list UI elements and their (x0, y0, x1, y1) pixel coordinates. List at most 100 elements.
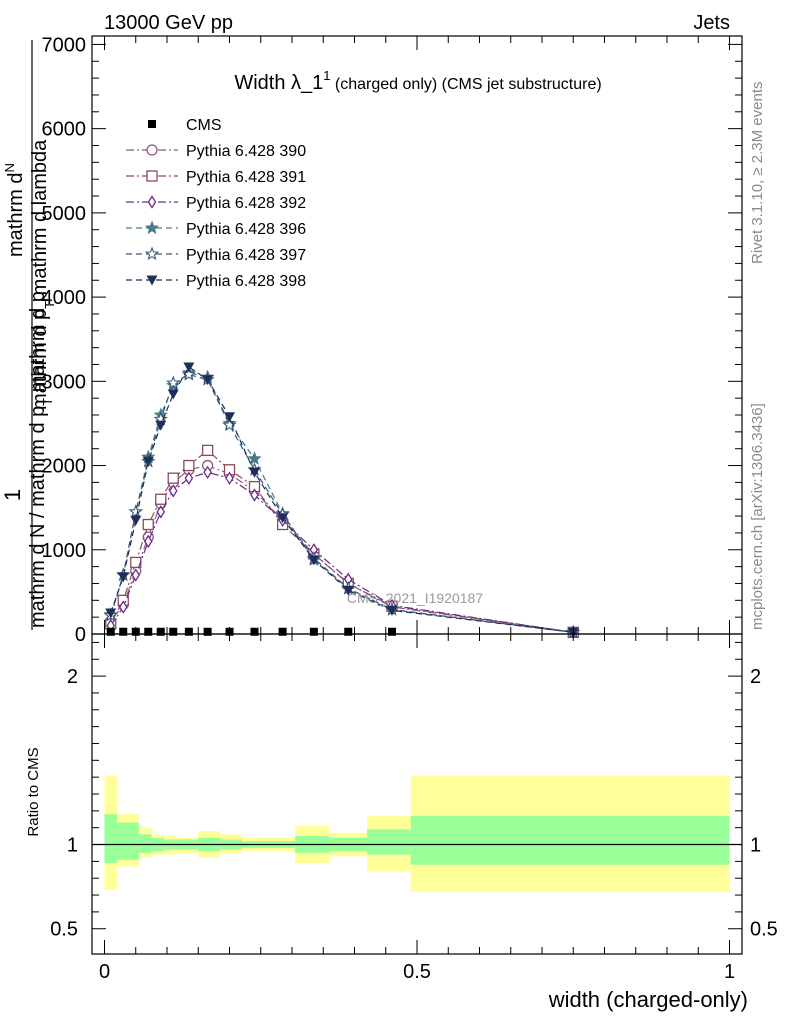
plot-title: Width λ_11 (charged only) (CMS jet subst… (234, 68, 601, 94)
ratio-y-tick-label-right: 1 (750, 835, 761, 857)
lower-y-axis: 0.5 0.5 1 1 2 2 (50, 641, 778, 941)
plot-title-superscript: 1 (323, 68, 330, 83)
ratio-y-tick-label-right: 2 (750, 666, 761, 688)
y-label-den-b: mathrm d p (27, 291, 49, 398)
rivet-version-label: Rivet 3.1.10, ≥ 2.3M events (749, 82, 766, 265)
uncertainty-bands (104, 775, 730, 892)
mcplots-label: mcplots.cern.ch [arXiv:1306.3436] (749, 403, 766, 630)
cms-data-point (278, 627, 287, 636)
cms-data-point (169, 627, 178, 636)
series-point (247, 451, 262, 465)
cms-data-point (388, 627, 396, 636)
series-point (249, 467, 260, 478)
series-point (202, 375, 214, 386)
stat-uncertainty-band (104, 814, 117, 864)
legend-label: Pythia 6.428 391 (186, 169, 306, 186)
ratio-y-tick-label: 0.5 (50, 919, 78, 941)
y-tick-label: 1000 (42, 540, 87, 562)
y-tick-label: 2000 (42, 456, 87, 478)
cms-data-point (156, 627, 165, 636)
y-label-numerator-b: mathrm d pT mathrm d lambda (29, 139, 57, 410)
x-tick-label: 0.5 (403, 961, 431, 983)
series-point (225, 471, 234, 485)
series-point (142, 518, 154, 531)
y-label-num-t: T (42, 301, 57, 309)
y-label-denominator: mathrm d N / mathrm d pT mathrm d p (27, 291, 55, 628)
series-point (184, 471, 194, 485)
header-right-label: Jets (693, 12, 730, 34)
series-point (201, 444, 214, 457)
y-tick-label: 7000 (42, 34, 87, 56)
upper-x-ticks (104, 36, 730, 634)
series-point (277, 513, 289, 524)
legend-label: Pythia 6.428 392 (186, 195, 306, 212)
series-point (224, 412, 235, 423)
series-point (386, 605, 398, 616)
series-point (183, 459, 195, 472)
lower-x-axis: 0 0.5 1 (99, 634, 735, 983)
series-line (110, 372, 574, 633)
y-label-den-t: T (40, 398, 55, 406)
series-point (130, 515, 142, 526)
y-tick-label: 6000 (42, 119, 87, 141)
legend-cms-marker (148, 120, 156, 128)
series-layer (103, 362, 581, 640)
stat-uncertainty-band (367, 829, 411, 855)
series-point (167, 472, 179, 484)
legend-cms-label: CMS (186, 117, 222, 134)
stat-uncertainty-band (138, 834, 152, 853)
cms-data-point (119, 627, 128, 636)
cms-data-point (106, 627, 115, 636)
y-tick-label: 3000 (42, 371, 87, 393)
analysis-watermark: CMS_2021_I1920187 (347, 590, 483, 606)
cms-data-point (309, 627, 318, 636)
header-left-label: 13000 GeV pp (104, 12, 233, 34)
plot-title-suffix: (charged only) (CMS jet substructure) (330, 76, 601, 93)
series-point (342, 585, 354, 596)
series-point (155, 493, 167, 505)
ratio-y-label: Ratio to CMS (25, 747, 42, 836)
series-point (168, 484, 178, 498)
cms-data-point (344, 627, 353, 636)
x-tick-label: 1 (724, 961, 735, 983)
plot-title-main: Width λ_1 (234, 72, 323, 94)
cms-data-point (184, 627, 193, 636)
legend-marker (146, 144, 158, 156)
ratio-plot-panel: 0.5 0.51 12 2 0 0.5 1 Ratio to CMS width (cha… (25, 633, 778, 1012)
series-point (128, 504, 143, 518)
y-label-num-n: N (2, 163, 17, 172)
legend-marker (146, 275, 158, 286)
series-point (203, 465, 212, 479)
ratio-y-tick-label-right: 0.5 (750, 919, 778, 941)
series-point (183, 362, 195, 373)
y-label-den-a: mathrm d N / mathrm d p (27, 406, 49, 628)
cms-data-point (144, 627, 153, 636)
legend-marker (144, 246, 160, 261)
series-point (155, 420, 167, 431)
y-label-num-a: mathrm d (5, 173, 27, 257)
y-tick-label: 5000 (42, 203, 87, 225)
series-line (110, 471, 574, 633)
series-point (166, 375, 181, 390)
ratio-y-tick-label: 2 (67, 666, 78, 688)
y-label-numerator: mathrm dN (2, 163, 27, 257)
series-line (110, 366, 574, 633)
series-point (131, 568, 141, 582)
x-tick-label: 0 (99, 961, 110, 983)
cms-data-point (250, 627, 259, 636)
x-axis-label: width (charged-only) (548, 987, 748, 1012)
legend-label: Pythia 6.428 397 (186, 247, 306, 264)
legend: CMS Pythia 6.428 390 Pythia 6.428 391 Pythi… (126, 117, 306, 290)
ratio-y-tick-label: 1 (67, 835, 78, 857)
series-line (110, 449, 574, 633)
y-tick-label: 4000 (42, 287, 87, 309)
legend-marker (146, 170, 158, 182)
series-point (250, 488, 259, 502)
cms-data-point (203, 627, 212, 636)
series-point (222, 417, 237, 432)
y-label-one: 1 (0, 489, 25, 501)
legend-label: Pythia 6.428 396 (186, 221, 306, 238)
legend-marker (147, 195, 157, 209)
